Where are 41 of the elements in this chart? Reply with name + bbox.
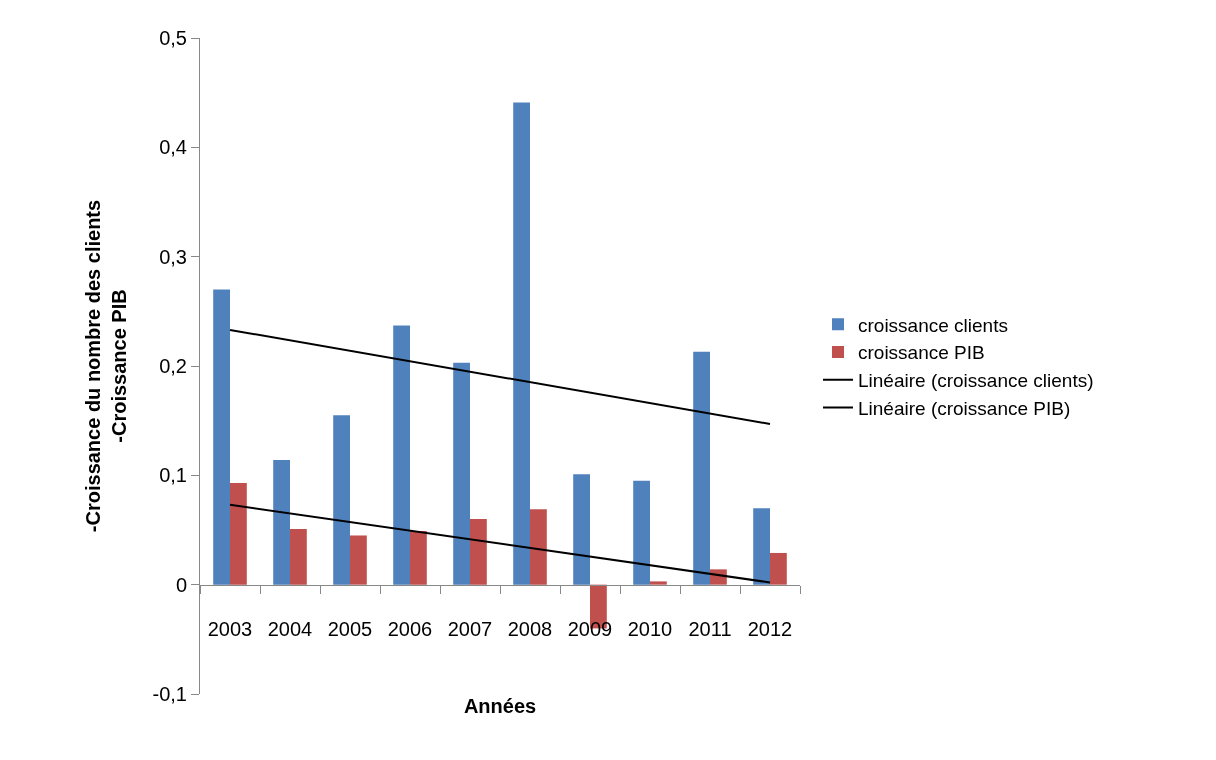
bar: [633, 480, 650, 585]
y-tick-label: 0,3: [159, 245, 187, 268]
bar: [770, 552, 787, 585]
x-tick-label: 2011: [688, 617, 732, 640]
y-axis-title: -Croissance du nombre des clients -Croissance PIB: [82, 199, 131, 533]
x-tick-label: 2003: [207, 617, 253, 640]
bar: [573, 474, 590, 585]
bar: [513, 102, 530, 585]
bar: [290, 528, 307, 585]
x-tick-label: 2005: [327, 617, 373, 640]
y-tick-label: 0,1: [159, 464, 187, 487]
legend-label: croissance clients: [858, 314, 1008, 336]
legend-label: Linéaire (croissance clients): [858, 370, 1094, 392]
legend-label: Linéaire (croissance PIB): [858, 397, 1071, 419]
bar: [230, 482, 247, 585]
y-tick-label: 0,5: [159, 27, 187, 49]
y-tick-label: 0,2: [159, 355, 187, 377]
bar: [333, 415, 350, 585]
x-tick-label: 2010: [627, 617, 673, 640]
x-tick-label: 2009: [567, 617, 613, 640]
y-tick-label: 0: [175, 573, 187, 596]
bar: [453, 362, 470, 585]
bar: [273, 460, 290, 585]
bar: [530, 509, 547, 585]
bar: [753, 508, 770, 585]
bar: [350, 535, 367, 585]
bar: [410, 531, 427, 585]
x-tick-label: 2012: [747, 617, 793, 640]
bar: [393, 325, 410, 585]
y-tick-label: -0,1: [152, 683, 187, 705]
bar: [693, 351, 710, 585]
legend-label: croissance PIB: [858, 342, 985, 364]
x-tick-label: 2008: [507, 617, 553, 640]
x-tick-label: 2004: [267, 617, 313, 640]
x-axis-title: Années: [463, 695, 537, 718]
bar: [213, 289, 230, 585]
x-tick-label: 2007: [447, 617, 493, 640]
bar: [470, 519, 487, 585]
bar: [650, 581, 667, 585]
y-tick-label: 0,4: [159, 136, 187, 159]
x-tick-label: 2006: [387, 617, 433, 640]
